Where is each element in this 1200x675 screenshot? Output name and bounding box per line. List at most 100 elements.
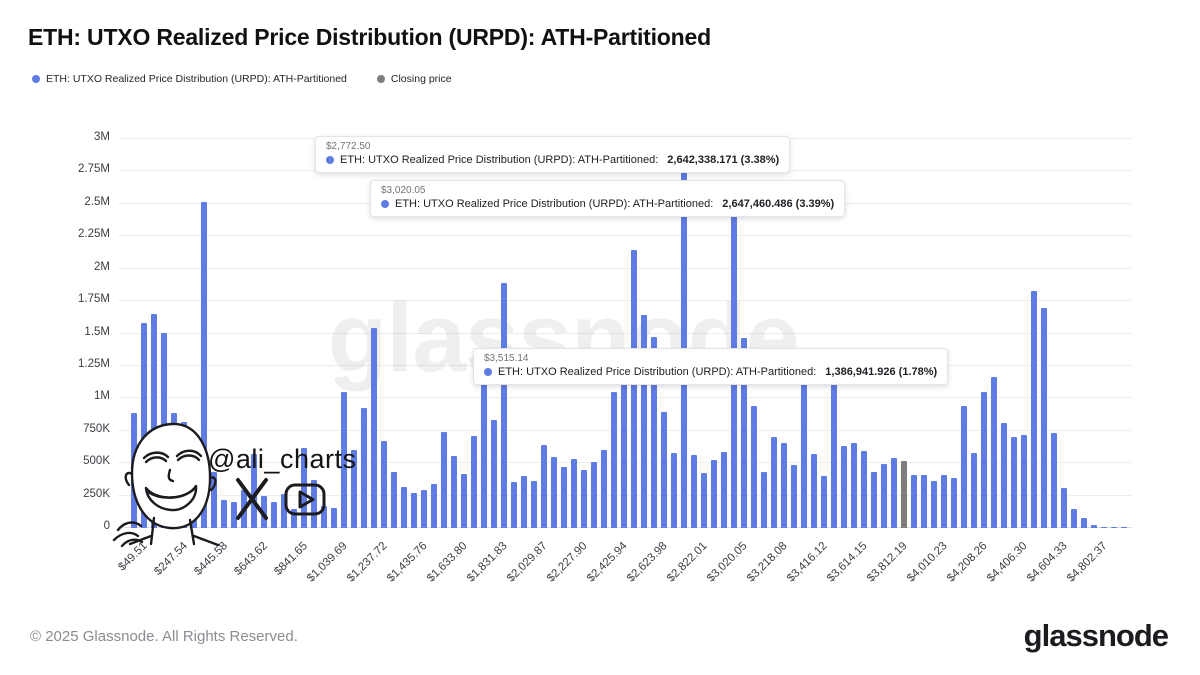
- supply-bar[interactable]: [350, 450, 357, 528]
- supply-bar[interactable]: [520, 476, 527, 528]
- closing-price-bar[interactable]: [900, 460, 907, 528]
- supply-bar[interactable]: [840, 445, 847, 528]
- supply-bar[interactable]: [810, 453, 817, 528]
- supply-bar[interactable]: [1110, 526, 1117, 528]
- supply-bar[interactable]: [490, 420, 497, 528]
- supply-bar[interactable]: [570, 459, 577, 528]
- tooltip-price: $2,772.50: [326, 141, 371, 152]
- supply-bar[interactable]: [290, 508, 297, 528]
- supply-bar[interactable]: [710, 460, 717, 528]
- supply-bar[interactable]: [990, 376, 997, 528]
- supply-bar[interactable]: [580, 470, 587, 528]
- supply-bar[interactable]: [1030, 290, 1037, 528]
- supply-bar[interactable]: [140, 323, 147, 528]
- supply-bar[interactable]: [160, 333, 167, 528]
- supply-bar[interactable]: [230, 501, 237, 528]
- supply-bar[interactable]: [1100, 526, 1107, 528]
- supply-bar[interactable]: [1080, 518, 1087, 528]
- supply-bar[interactable]: [390, 471, 397, 528]
- supply-bar[interactable]: [430, 484, 437, 528]
- supply-bar[interactable]: [680, 141, 687, 528]
- supply-bar[interactable]: [670, 453, 677, 528]
- supply-bar[interactable]: [910, 474, 917, 528]
- supply-bar[interactable]: [780, 442, 787, 528]
- supply-bar[interactable]: [450, 455, 457, 528]
- supply-bar[interactable]: [130, 413, 137, 528]
- legend-item-urpd[interactable]: ETH: UTXO Realized Price Distribution (U…: [32, 73, 347, 85]
- supply-bar[interactable]: [1020, 435, 1027, 528]
- supply-bar[interactable]: [470, 435, 477, 528]
- supply-bar[interactable]: [1010, 436, 1017, 528]
- supply-bar[interactable]: [1070, 508, 1077, 528]
- supply-bar[interactable]: [610, 391, 617, 528]
- supply-bar[interactable]: [970, 452, 977, 528]
- supply-bar[interactable]: [1050, 433, 1057, 528]
- supply-bar[interactable]: [800, 380, 807, 528]
- supply-bar[interactable]: [560, 466, 567, 528]
- supply-bar[interactable]: [550, 456, 557, 528]
- legend-item-closing-price[interactable]: Closing price: [376, 73, 452, 85]
- supply-bar[interactable]: [820, 476, 827, 528]
- supply-bar[interactable]: [1060, 488, 1067, 528]
- supply-bar[interactable]: [750, 405, 757, 528]
- supply-bar[interactable]: [370, 327, 377, 528]
- supply-bar[interactable]: [420, 490, 427, 528]
- supply-bar[interactable]: [180, 421, 187, 528]
- supply-bar[interactable]: [410, 492, 417, 528]
- supply-bar[interactable]: [770, 436, 777, 528]
- supply-bar[interactable]: [700, 473, 707, 528]
- supply-bar[interactable]: [920, 474, 927, 528]
- supply-bar[interactable]: [630, 250, 637, 528]
- supply-bar[interactable]: [320, 505, 327, 528]
- supply-bar[interactable]: [150, 314, 157, 528]
- supply-bar[interactable]: [400, 486, 407, 528]
- supply-bar[interactable]: [740, 338, 747, 528]
- supply-bar[interactable]: [760, 471, 767, 528]
- supply-bar[interactable]: [300, 448, 307, 528]
- supply-bar[interactable]: [830, 348, 837, 528]
- supply-bar[interactable]: [960, 405, 967, 528]
- supply-bar[interactable]: [1000, 422, 1007, 528]
- supply-bar[interactable]: [510, 481, 517, 528]
- supply-bar[interactable]: [620, 380, 627, 528]
- supply-bar[interactable]: [340, 391, 347, 528]
- supply-bar[interactable]: [500, 283, 507, 528]
- supply-bar[interactable]: [480, 378, 487, 528]
- supply-bar[interactable]: [210, 472, 217, 528]
- supply-bar[interactable]: [360, 407, 367, 528]
- supply-bar[interactable]: [1090, 525, 1097, 528]
- supply-bar[interactable]: [1120, 527, 1127, 528]
- supply-bar[interactable]: [440, 431, 447, 528]
- supply-bar[interactable]: [690, 455, 697, 528]
- supply-bar[interactable]: [1040, 307, 1047, 528]
- supply-bar[interactable]: [530, 480, 537, 528]
- supply-bar[interactable]: [600, 450, 607, 528]
- supply-bar[interactable]: [380, 441, 387, 528]
- supply-bar[interactable]: [640, 314, 647, 528]
- supply-bar[interactable]: [460, 474, 467, 528]
- supply-bar[interactable]: [200, 202, 207, 528]
- supply-bar[interactable]: [860, 450, 867, 528]
- supply-bar[interactable]: [280, 494, 287, 528]
- supply-bar[interactable]: [250, 453, 257, 528]
- supply-bar[interactable]: [270, 502, 277, 528]
- supply-bar[interactable]: [650, 336, 657, 528]
- supply-bar[interactable]: [940, 474, 947, 528]
- supply-bar[interactable]: [870, 471, 877, 528]
- supply-bar[interactable]: [880, 463, 887, 528]
- supply-bar[interactable]: [950, 478, 957, 528]
- supply-bar[interactable]: [890, 458, 897, 528]
- supply-bar[interactable]: [540, 445, 547, 528]
- supply-bar[interactable]: [660, 411, 667, 528]
- supply-bar[interactable]: [850, 442, 857, 528]
- supply-bar[interactable]: [930, 480, 937, 528]
- supply-bar[interactable]: [190, 464, 197, 528]
- supply-bar[interactable]: [980, 391, 987, 528]
- supply-bar[interactable]: [790, 464, 797, 528]
- supply-bar[interactable]: [590, 461, 597, 528]
- supply-bar[interactable]: [220, 500, 227, 528]
- supply-bar[interactable]: [330, 507, 337, 528]
- supply-bar[interactable]: [310, 480, 317, 528]
- supply-bar[interactable]: [720, 452, 727, 528]
- supply-bar[interactable]: [170, 413, 177, 528]
